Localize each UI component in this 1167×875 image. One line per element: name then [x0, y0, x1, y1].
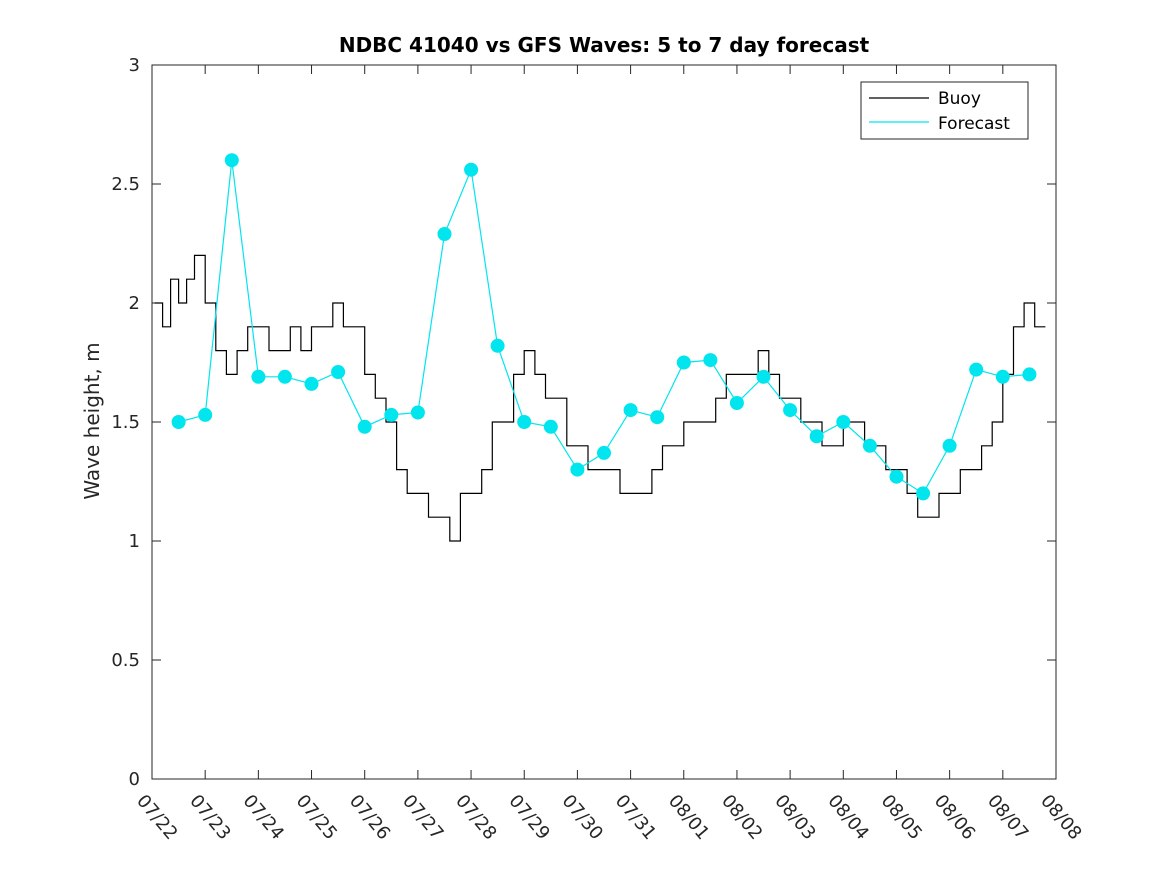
forecast-point — [703, 353, 718, 368]
legend-box — [860, 81, 1029, 140]
chart-title: NDBC 41040 vs GFS Waves: 5 to 7 day fore… — [339, 33, 870, 57]
forecast-point — [357, 419, 372, 434]
forecast-point — [836, 415, 851, 429]
y-tick-label: 0.5 — [111, 650, 140, 671]
forecast-point — [729, 396, 744, 410]
y-tick-label: 1 — [129, 531, 140, 552]
y-tick-label: 2 — [129, 293, 140, 314]
plot-area — [151, 64, 1057, 780]
forecast-point — [410, 405, 425, 420]
forecast-point — [543, 419, 558, 434]
forecast-point — [437, 227, 452, 241]
series-layer — [154, 153, 1046, 542]
forecast-point — [995, 369, 1010, 384]
forecast-point — [331, 365, 346, 379]
forecast-point — [623, 403, 638, 418]
y-tick-label: 3 — [129, 55, 140, 76]
forecast-point — [916, 486, 931, 501]
forecast-point — [889, 469, 904, 484]
forecast-point — [969, 362, 984, 377]
forecast-point — [942, 438, 957, 453]
forecast-point — [756, 369, 771, 384]
forecast-point — [277, 369, 292, 384]
forecast-point — [783, 403, 798, 418]
forecast-point — [1022, 367, 1037, 382]
legend: Buoy Forecast — [860, 81, 1029, 140]
forecast-point — [650, 410, 665, 425]
y-tick-label: 2.5 — [111, 174, 140, 195]
forecast-point — [224, 153, 239, 168]
forecast-point — [171, 415, 186, 429]
forecast-point — [198, 407, 213, 422]
forecast-point — [251, 369, 266, 384]
y-tick-label: 0 — [129, 769, 140, 790]
forecast-point — [809, 429, 824, 444]
legend-buoy-label: Buoy — [938, 89, 981, 109]
forecast-point — [862, 438, 877, 453]
forecast-point — [570, 462, 585, 477]
y-tick-label: 1.5 — [111, 412, 140, 433]
forecast-point — [490, 338, 505, 353]
forecast-point — [517, 415, 532, 429]
forecast-point — [304, 376, 319, 391]
forecast-point — [384, 407, 399, 422]
axis-ticks — [151, 64, 1057, 780]
forecast-point — [597, 445, 611, 460]
y-axis-label: Wave height, m — [80, 342, 104, 499]
buoy-line — [154, 254, 1046, 542]
legend-forecast-label: Forecast — [938, 114, 1010, 134]
forecast-point — [676, 355, 691, 370]
forecast-point — [464, 162, 479, 177]
